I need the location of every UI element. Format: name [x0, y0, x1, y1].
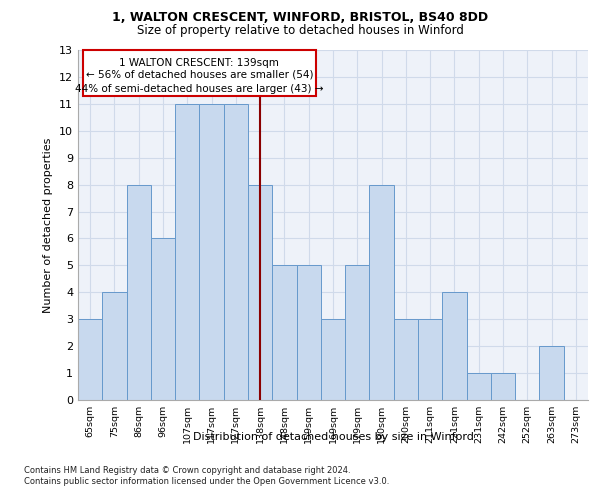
Bar	[151, 238, 175, 400]
Bar	[394, 319, 418, 400]
Text: Size of property relative to detached houses in Winford: Size of property relative to detached ho…	[137, 24, 463, 37]
Bar	[491, 373, 515, 400]
Bar	[248, 184, 272, 400]
Bar	[442, 292, 467, 400]
Text: 1, WALTON CRESCENT, WINFORD, BRISTOL, BS40 8DD: 1, WALTON CRESCENT, WINFORD, BRISTOL, BS…	[112, 11, 488, 24]
Text: Distribution of detached houses by size in Winford: Distribution of detached houses by size …	[193, 432, 473, 442]
Bar	[224, 104, 248, 400]
Bar	[370, 184, 394, 400]
Text: Contains public sector information licensed under the Open Government Licence v3: Contains public sector information licen…	[24, 477, 389, 486]
Bar	[418, 319, 442, 400]
Bar	[272, 266, 296, 400]
FancyBboxPatch shape	[83, 50, 316, 96]
Bar	[539, 346, 564, 400]
Bar	[78, 319, 102, 400]
Bar	[199, 104, 224, 400]
Text: 44% of semi-detached houses are larger (43) →: 44% of semi-detached houses are larger (…	[75, 84, 323, 94]
Bar	[467, 373, 491, 400]
Bar	[127, 184, 151, 400]
Text: 1 WALTON CRESCENT: 139sqm: 1 WALTON CRESCENT: 139sqm	[119, 58, 280, 68]
Bar	[175, 104, 199, 400]
Bar	[296, 266, 321, 400]
Bar	[102, 292, 127, 400]
Bar	[321, 319, 345, 400]
Bar	[345, 266, 370, 400]
Text: Contains HM Land Registry data © Crown copyright and database right 2024.: Contains HM Land Registry data © Crown c…	[24, 466, 350, 475]
Y-axis label: Number of detached properties: Number of detached properties	[43, 138, 53, 312]
Text: ← 56% of detached houses are smaller (54): ← 56% of detached houses are smaller (54…	[86, 70, 313, 80]
